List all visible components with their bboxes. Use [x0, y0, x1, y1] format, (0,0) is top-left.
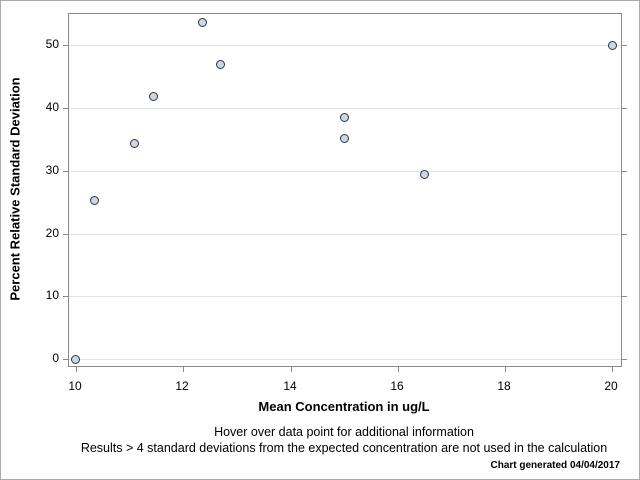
- y-tick-label-50: 50: [45, 37, 59, 51]
- data-point-1[interactable]: [90, 196, 100, 206]
- footnote-exclusion-note: Results > 4 standard deviations from the…: [80, 441, 608, 455]
- data-point-8[interactable]: [420, 169, 430, 179]
- data-point-0[interactable]: [71, 354, 81, 364]
- y-axis-tick-50: [63, 45, 68, 46]
- plot-area: [63, 13, 627, 372]
- y-axis-right-tick-30: [622, 171, 627, 172]
- y-tick-label-0: 0: [52, 351, 59, 365]
- x-axis-tick-16: [398, 367, 399, 372]
- x-axis-tick-14: [291, 367, 292, 372]
- y-axis-right-tick-20: [622, 234, 627, 235]
- gridline-y-30: [69, 171, 621, 172]
- x-tick-label-14: 14: [283, 379, 297, 393]
- x-axis-tick-12: [183, 367, 184, 372]
- y-axis-right-tick-10: [622, 296, 627, 297]
- chart-credit: Chart generated 04/04/2017: [490, 460, 620, 471]
- y-tick-label-30: 30: [45, 163, 59, 177]
- data-point-3[interactable]: [149, 91, 159, 101]
- footnote-hover-hint: Hover over data point for additional inf…: [214, 425, 474, 439]
- x-axis-tick-18: [505, 367, 506, 372]
- x-axis-tick-10: [76, 367, 77, 372]
- y-axis-right-tick-50: [622, 45, 627, 46]
- x-axis-tick-20: [612, 367, 613, 372]
- gridline-y-10: [69, 296, 621, 297]
- y-axis-tick-40: [63, 108, 68, 109]
- gridline-y-0: [69, 359, 621, 360]
- data-point-2[interactable]: [130, 138, 140, 148]
- data-point-4[interactable]: [197, 17, 207, 27]
- y-tick-label-10: 10: [45, 288, 59, 302]
- y-axis-tick-0: [63, 359, 68, 360]
- y-tick-label-40: 40: [45, 100, 59, 114]
- x-axis-title: Mean Concentration in ug/L: [258, 399, 430, 414]
- y-axis-right-tick-40: [622, 108, 627, 109]
- x-tick-label-10: 10: [68, 379, 82, 393]
- gridline-y-20: [69, 234, 621, 235]
- data-point-7[interactable]: [339, 133, 349, 143]
- y-tick-label-20: 20: [45, 226, 59, 240]
- gridline-y-50: [69, 45, 621, 46]
- x-tick-label-18: 18: [497, 379, 511, 393]
- y-axis-tick-10: [63, 296, 68, 297]
- data-point-6[interactable]: [339, 113, 349, 123]
- y-axis-tick-30: [63, 171, 68, 172]
- data-point-5[interactable]: [216, 59, 226, 69]
- y-axis-right-tick-0: [622, 359, 627, 360]
- gridline-y-40: [69, 108, 621, 109]
- x-tick-label-12: 12: [175, 379, 189, 393]
- y-axis-tick-20: [63, 234, 68, 235]
- data-point-9[interactable]: [607, 40, 617, 50]
- x-tick-label-16: 16: [390, 379, 404, 393]
- x-tick-label-20: 20: [604, 379, 618, 393]
